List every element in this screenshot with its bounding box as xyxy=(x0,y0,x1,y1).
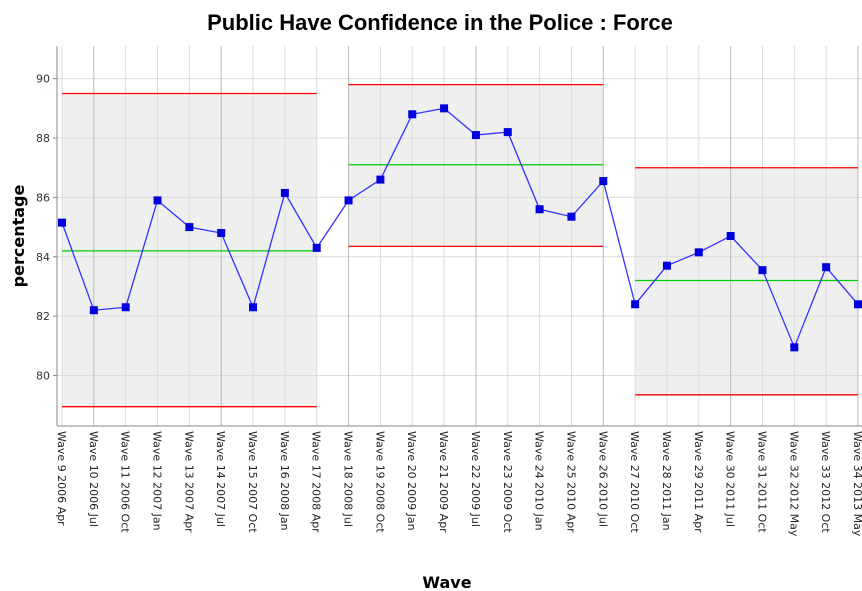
x-tick-label: Wave 24 2010 Jan xyxy=(533,431,546,531)
data-point xyxy=(249,303,258,312)
x-tick-label: Wave 11 2006 Oct xyxy=(119,431,132,533)
data-point xyxy=(89,306,98,315)
data-point xyxy=(121,303,130,312)
x-tick-label: Wave 9 2006 Apr xyxy=(55,431,68,526)
data-point xyxy=(790,343,799,352)
data-point xyxy=(471,131,480,140)
x-tick-label: Wave 20 2009 Jan xyxy=(405,431,418,531)
data-point xyxy=(758,266,767,275)
y-tick-label: 86 xyxy=(36,191,50,204)
x-tick-label: Wave 10 2006 Jul xyxy=(87,431,100,527)
data-point xyxy=(822,263,831,272)
y-tick-label: 88 xyxy=(36,132,50,145)
data-point xyxy=(567,212,576,221)
data-line xyxy=(61,107,859,350)
x-tick-label: Wave 15 2007 Oct xyxy=(246,431,259,533)
data-point xyxy=(535,205,544,214)
data-point xyxy=(440,104,449,113)
data-point xyxy=(694,248,703,257)
x-tick-label: Wave 29 2011 Apr xyxy=(692,431,705,533)
x-tick-label: Wave 17 2008 Apr xyxy=(310,431,323,533)
x-tick-label: Wave 28 2011 Jan xyxy=(660,431,673,531)
y-tick-label: 82 xyxy=(36,310,50,323)
x-tick-label: Wave 12 2007 Jan xyxy=(151,431,164,531)
data-point xyxy=(153,196,162,205)
x-tick-label: Wave 26 2010 Jul xyxy=(596,431,609,527)
x-tick-label: Wave 19 2008 Oct xyxy=(373,431,386,533)
data-point xyxy=(344,196,353,205)
x-tick-label: Wave 25 2010 Apr xyxy=(564,431,577,533)
data-point xyxy=(58,218,66,227)
data-point xyxy=(726,232,735,240)
x-tick-label: Wave 13 2007 Apr xyxy=(182,431,195,533)
y-axis-label: percentage xyxy=(9,185,28,288)
y-tick-label: 84 xyxy=(36,251,50,264)
x-tick-label: Wave 30 2011 Jul xyxy=(724,431,737,527)
x-tick-label: Wave 18 2008 Jul xyxy=(342,431,355,527)
x-tick-label: Wave 16 2008 Jan xyxy=(278,431,291,531)
data-point xyxy=(631,300,640,309)
x-tick-label: Wave 21 2009 Apr xyxy=(437,431,450,533)
data-point xyxy=(376,175,385,184)
chart-title: Public Have Confidence in the Police : F… xyxy=(207,10,673,35)
data-point xyxy=(599,177,608,186)
x-tick-label: Wave 32 2012 May xyxy=(787,431,800,537)
x-tick-label: Wave 23 2009 Oct xyxy=(501,431,514,533)
x-axis-label: Wave xyxy=(422,573,471,591)
control-band xyxy=(635,167,858,395)
x-tick-label: Wave 14 2007 Jul xyxy=(214,431,227,527)
data-point xyxy=(280,188,289,197)
data-point xyxy=(854,300,862,309)
data-point xyxy=(408,110,417,119)
data-point xyxy=(185,223,194,232)
data-point xyxy=(662,261,671,270)
y-tick-label: 90 xyxy=(36,73,50,86)
x-tick-label: Wave 34 2013 May xyxy=(851,431,862,537)
data-point xyxy=(217,229,226,238)
y-tick-label: 80 xyxy=(36,370,50,383)
x-tick-label: Wave 27 2010 Oct xyxy=(628,431,641,533)
data-point xyxy=(503,128,512,137)
data-point xyxy=(312,243,321,252)
x-tick-label: Wave 31 2011 Oct xyxy=(755,431,768,533)
x-tick-label: Wave 33 2012 Oct xyxy=(819,431,832,533)
x-tick-label: Wave 22 2009 Jul xyxy=(469,431,482,527)
